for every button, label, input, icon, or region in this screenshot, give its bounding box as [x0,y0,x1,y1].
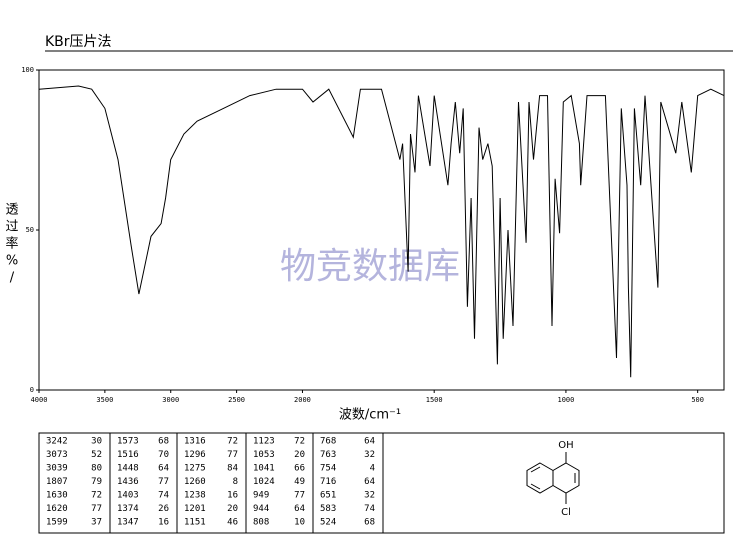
peak-wavenumber: 1053 [253,450,275,460]
peak-wavenumber: 808 [253,518,269,528]
peak-wavenumber: 1573 [117,437,139,447]
y-axis-label-char: 率 [5,236,18,252]
structure-label: OH [558,440,573,451]
peak-transmittance: 37 [91,518,102,528]
peak-transmittance: 52 [91,450,102,460]
peak-wavenumber: 944 [253,504,269,514]
peak-transmittance: 77 [227,450,238,460]
peak-wavenumber: 1620 [46,504,68,514]
peak-table-frame [38,432,725,534]
watermark: 物竞数据库 [280,246,460,287]
peak-wavenumber: 524 [320,518,336,528]
peak-transmittance: 77 [91,504,102,514]
peak-transmittance: 32 [364,450,375,460]
structure-label: Cl [561,507,571,518]
peak-transmittance: 72 [294,437,305,447]
peak-wavenumber: 1275 [184,464,206,474]
double-bond [530,466,541,473]
peak-wavenumber: 768 [320,437,336,447]
peak-wavenumber: 1374 [117,504,139,514]
peak-transmittance: 84 [227,464,238,474]
peak-transmittance: 20 [227,504,238,514]
peak-wavenumber: 1296 [184,450,206,460]
peak-wavenumber: 3242 [46,437,68,447]
peak-transmittance: 16 [158,518,169,528]
double-bond [530,483,541,490]
peak-transmittance: 26 [158,504,169,514]
peak-wavenumber: 949 [253,491,269,501]
y-axis-label-char: % [6,254,18,269]
peak-wavenumber: 1448 [117,464,139,474]
peak-transmittance: 20 [294,450,305,460]
peak-transmittance: 77 [294,491,305,501]
peak-wavenumber: 1024 [253,477,275,487]
peak-transmittance: 4 [370,464,375,474]
peak-transmittance: 66 [294,464,305,474]
y-axis-label-char: 透 [5,203,18,218]
x-tick-label: 1500 [426,396,443,404]
peak-transmittance: 32 [364,491,375,501]
x-tick-label: 3000 [162,396,179,404]
peak-wavenumber: 3039 [46,464,68,474]
y-axis-label-char: / [10,271,15,286]
y-tick-label: 0 [30,386,34,394]
peak-transmittance: 8 [233,477,238,487]
peak-transmittance: 74 [364,504,375,514]
peak-transmittance: 64 [294,504,305,514]
peak-wavenumber: 1316 [184,437,206,447]
peak-transmittance: 16 [227,491,238,501]
peak-wavenumber: 1151 [184,518,206,528]
peak-transmittance: 77 [158,477,169,487]
peak-wavenumber: 1403 [117,491,139,501]
x-tick-label: 500 [691,396,704,404]
peak-transmittance: 79 [91,477,102,487]
peak-wavenumber: 763 [320,450,336,460]
peak-transmittance: 72 [227,437,238,447]
peak-wavenumber: 651 [320,491,336,501]
peak-wavenumber: 1260 [184,477,206,487]
peak-transmittance: 46 [227,518,238,528]
peak-transmittance: 74 [158,491,169,501]
peak-wavenumber: 1238 [184,491,206,501]
x-axis-label: 波数/cm⁻¹ [339,408,401,423]
peak-wavenumber: 1041 [253,464,275,474]
peak-transmittance: 70 [158,450,169,460]
peak-wavenumber: 1630 [46,491,68,501]
header: KBr压片法 [45,34,112,50]
peak-transmittance: 30 [91,437,102,447]
peak-wavenumber: 1599 [46,518,68,528]
peak-wavenumber: 1807 [46,477,68,487]
peak-transmittance: 72 [91,491,102,501]
peak-transmittance: 64 [158,464,169,474]
peak-wavenumber: 716 [320,477,336,487]
y-tick-label: 100 [21,66,34,74]
peak-transmittance: 64 [364,437,375,447]
peak-wavenumber: 1201 [184,504,206,514]
peak-transmittance: 68 [158,437,169,447]
peak-transmittance: 64 [364,477,375,487]
peak-wavenumber: 1516 [117,450,139,460]
peak-wavenumber: 1436 [117,477,139,487]
x-tick-label: 1000 [557,396,574,404]
peak-transmittance: 80 [91,464,102,474]
peak-wavenumber: 1123 [253,437,275,447]
y-axis-label-char: 过 [5,220,18,235]
peak-wavenumber: 1347 [117,518,139,528]
x-tick-label: 3500 [96,396,113,404]
peak-transmittance: 10 [294,518,305,528]
y-axis-label-group: 透过率% / [5,203,18,286]
peak-wavenumber: 583 [320,504,336,514]
x-tick-label: 2000 [294,396,311,404]
peak-transmittance: 68 [364,518,375,528]
x-tick-label: 4000 [31,396,48,404]
peak-wavenumber: 754 [320,464,336,474]
y-tick-label: 50 [26,226,34,234]
x-tick-label: 2500 [228,396,245,404]
peak-wavenumber: 3073 [46,450,68,460]
peak-transmittance: 49 [294,477,305,487]
structure-drawing [526,452,580,504]
spectrum-line [38,85,725,378]
